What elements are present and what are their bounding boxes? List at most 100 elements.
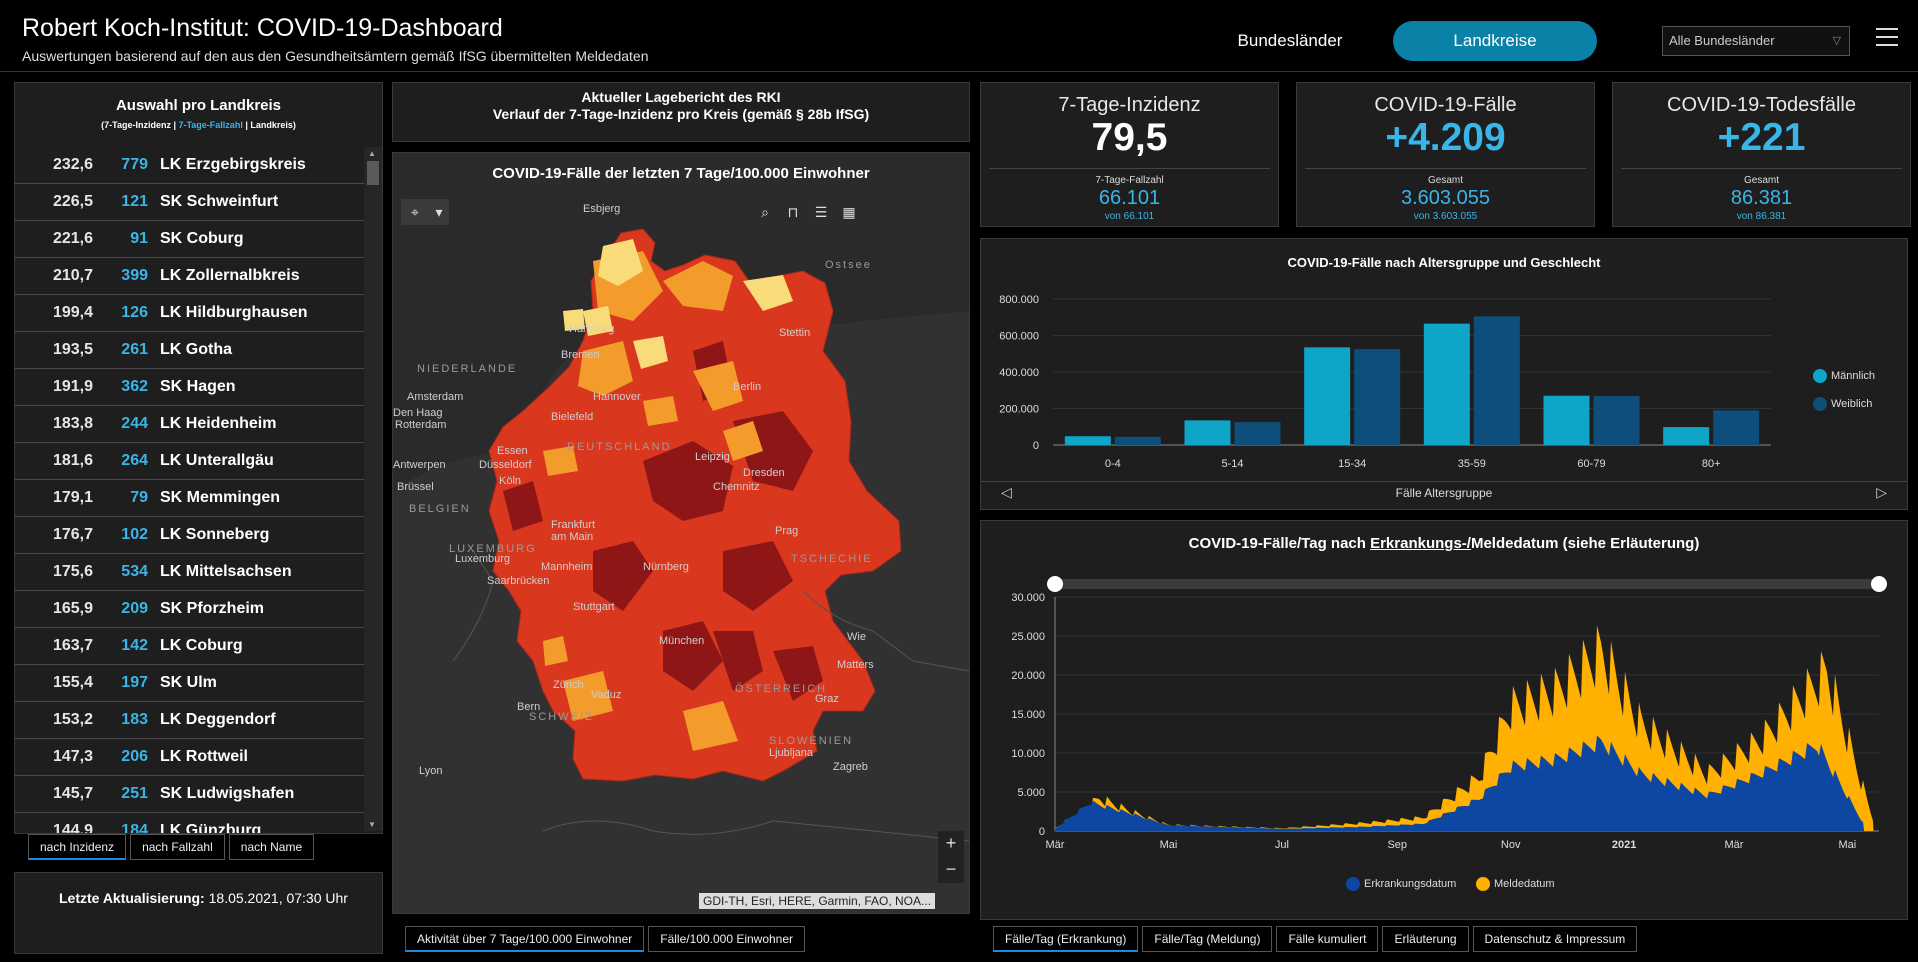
fallzahl-value: 209 bbox=[121, 600, 148, 617]
fallzahl-value: 184 bbox=[121, 822, 148, 833]
list-item[interactable]: 232,6 779 LK Erzgebirgskreis bbox=[15, 147, 365, 184]
bar bbox=[1663, 427, 1710, 445]
x-tick-label: 35-59 bbox=[1458, 458, 1486, 470]
bar bbox=[1593, 396, 1640, 445]
sort-tab[interactable]: nach Fallzahl bbox=[130, 834, 225, 860]
inzidenz-value: 175,6 bbox=[52, 563, 93, 580]
lagebericht-link[interactable]: Aktueller Lagebericht des RKI Verlauf de… bbox=[392, 82, 970, 142]
list-item[interactable]: 144,9 184 LK Günzburg bbox=[15, 813, 365, 833]
nav-landkreise-button[interactable]: Landkreise bbox=[1393, 21, 1597, 61]
chevron-down-icon[interactable]: ▾ bbox=[429, 199, 449, 225]
map-label: NIEDERLANDE bbox=[417, 363, 518, 375]
list-item[interactable]: 221,6 91 SK Coburg bbox=[15, 221, 365, 258]
chart-tab[interactable]: Fälle/Tag (Meldung) bbox=[1142, 926, 1273, 952]
landkreis-name: LK Erzgebirgskreis bbox=[160, 156, 306, 173]
y-tick-label: 15.000 bbox=[1011, 709, 1045, 721]
y-tick-label: 30.000 bbox=[1011, 592, 1045, 604]
sort-tab[interactable]: nach Name bbox=[228, 834, 315, 860]
nav-bundeslaender-button[interactable]: Bundesländer bbox=[1237, 31, 1343, 50]
map-canvas[interactable]: ⌖ ▾ ⌕ ⊓ ☰ ▦ + − GDI-TH, Esri, HERE, Garm… bbox=[393, 191, 969, 913]
landkreis-name: SK Pforzheim bbox=[160, 600, 265, 617]
x-tick-label: Jul bbox=[1275, 839, 1289, 851]
search-icon[interactable]: ⌕ bbox=[751, 199, 779, 225]
map-label: Luxemburg bbox=[455, 553, 511, 565]
scroll-right-icon[interactable]: ▷ bbox=[1876, 484, 1887, 500]
zoom-in-button[interactable]: + bbox=[938, 831, 964, 857]
bar bbox=[1713, 410, 1760, 445]
kpi-foot: von 3.603.055 bbox=[1413, 211, 1478, 222]
fallzahl-value: 244 bbox=[121, 415, 148, 432]
map-label: Vaduz bbox=[591, 689, 622, 701]
list-item[interactable]: 176,7 102 LK Sonneberg bbox=[15, 517, 365, 554]
map-label: Wie bbox=[847, 631, 866, 643]
bar bbox=[1304, 347, 1351, 445]
sort-tab[interactable]: nach Inzidenz bbox=[28, 834, 127, 860]
scrollbar-thumb[interactable] bbox=[367, 161, 379, 185]
fallzahl-value: 183 bbox=[121, 711, 148, 728]
basemap-gallery-icon[interactable]: ▦ bbox=[835, 199, 863, 225]
landkreis-panel-title: Auswahl pro Landkreis bbox=[115, 97, 282, 114]
map-tab[interactable]: Fälle/100.000 Einwohner bbox=[648, 926, 806, 952]
y-tick-label: 10.000 bbox=[1011, 748, 1045, 760]
list-item[interactable]: 183,8 244 LK Heidenheim bbox=[15, 406, 365, 443]
x-tick-label: 80+ bbox=[1702, 458, 1721, 470]
inzidenz-value: 165,9 bbox=[52, 600, 93, 617]
x-tick-label: Mär bbox=[1724, 839, 1743, 851]
list-item[interactable]: 193,5 261 LK Gotha bbox=[15, 332, 365, 369]
scroll-left-icon[interactable]: ◁ bbox=[1001, 484, 1012, 500]
bookmark-icon[interactable]: ⊓ bbox=[779, 199, 807, 225]
fallzahl-value: 121 bbox=[121, 193, 148, 210]
map-label: Chemnitz bbox=[713, 481, 760, 493]
map-panel: COVID-19-Fälle der letzten 7 Tage/100.00… bbox=[392, 152, 970, 914]
list-item[interactable]: 163,7 142 LK Coburg bbox=[15, 628, 365, 665]
map-label: LUXEMBURG bbox=[449, 543, 537, 555]
scrollbar[interactable]: ▲ ▼ bbox=[364, 147, 382, 831]
list-item[interactable]: 210,7 399 LK Zollernalbkreis bbox=[15, 258, 365, 295]
fallzahl-value: 142 bbox=[121, 637, 148, 654]
age-chart-panel: COVID-19-Fälle nach Altersgruppe und Ges… bbox=[980, 238, 1908, 510]
legend-list-icon[interactable]: ☰ bbox=[807, 199, 835, 225]
landkreis-list[interactable]: 232,6 779 LK Erzgebirgskreis 226,5 121 SK Sch… bbox=[15, 147, 365, 833]
select-region-icon[interactable]: ⌖ bbox=[401, 199, 429, 225]
chart-tab[interactable]: Datenschutz & Impressum bbox=[1472, 926, 1638, 952]
range-handle-right bbox=[1871, 576, 1887, 592]
landkreis-name: SK Coburg bbox=[160, 230, 244, 247]
list-item[interactable]: 199,4 126 LK Hildburghausen bbox=[15, 295, 365, 332]
map-label: Bremen bbox=[561, 349, 600, 361]
kpi-sub-label: Gesamt bbox=[1743, 175, 1779, 186]
kpi-foot: von 86.381 bbox=[1736, 211, 1787, 222]
kpi-value: +4.209 bbox=[1385, 116, 1506, 159]
legend-erkrankungsdatum: Erkrankungsdatum bbox=[1346, 877, 1456, 891]
chart-tab[interactable]: Erläuterung bbox=[1382, 926, 1469, 952]
list-item[interactable]: 155,4 197 SK Ulm bbox=[15, 665, 365, 702]
landkreis-name: LK Gotha bbox=[160, 341, 232, 358]
landkreis-name: LK Sonneberg bbox=[160, 526, 270, 543]
y-tick-label: 0 bbox=[1039, 826, 1045, 838]
chevron-down-icon: ▽ bbox=[1832, 35, 1841, 47]
inzidenz-value: 191,9 bbox=[52, 378, 93, 395]
fallzahl-value: 197 bbox=[121, 674, 148, 691]
hamburger-menu-icon[interactable] bbox=[1876, 28, 1898, 48]
list-item[interactable]: 153,2 183 LK Deggendorf bbox=[15, 702, 365, 739]
list-item[interactable]: 191,9 362 SK Hagen bbox=[15, 369, 365, 406]
list-item[interactable]: 165,9 209 SK Pforzheim bbox=[15, 591, 365, 628]
list-item[interactable]: 175,6 534 LK Mittelsachsen bbox=[15, 554, 365, 591]
list-item[interactable]: 181,6 264 LK Unterallgäu bbox=[15, 443, 365, 480]
map-tab[interactable]: Aktivität über 7 Tage/100.000 Einwohner bbox=[405, 926, 645, 952]
fallzahl-value: 79 bbox=[130, 489, 148, 506]
list-item[interactable]: 145,7 251 SK Ludwigshafen bbox=[15, 776, 365, 813]
kpi-foot: von 66.101 bbox=[1104, 211, 1155, 222]
landkreis-name: LK Mittelsachsen bbox=[160, 563, 292, 580]
list-item[interactable]: 147,3 206 LK Rottweil bbox=[15, 739, 365, 776]
map-label: Stettin bbox=[779, 327, 811, 339]
list-item[interactable]: 179,1 79 SK Memmingen bbox=[15, 480, 365, 517]
list-item[interactable]: 226,5 121 SK Schweinfurt bbox=[15, 184, 365, 221]
fallzahl-value: 126 bbox=[121, 304, 148, 321]
bundesland-select[interactable]: Alle Bundesländer ▽ bbox=[1662, 26, 1850, 56]
chart-tab[interactable]: Fälle kumuliert bbox=[1276, 926, 1379, 952]
kpi-title: COVID-19-Todesfälle bbox=[1667, 94, 1856, 116]
inzidenz-value: 210,7 bbox=[52, 267, 93, 284]
kpi-title: 7-Tage-Inzidenz bbox=[1058, 94, 1201, 116]
chart-tab[interactable]: Fälle/Tag (Erkrankung) bbox=[993, 926, 1139, 952]
zoom-out-button[interactable]: − bbox=[938, 857, 964, 883]
